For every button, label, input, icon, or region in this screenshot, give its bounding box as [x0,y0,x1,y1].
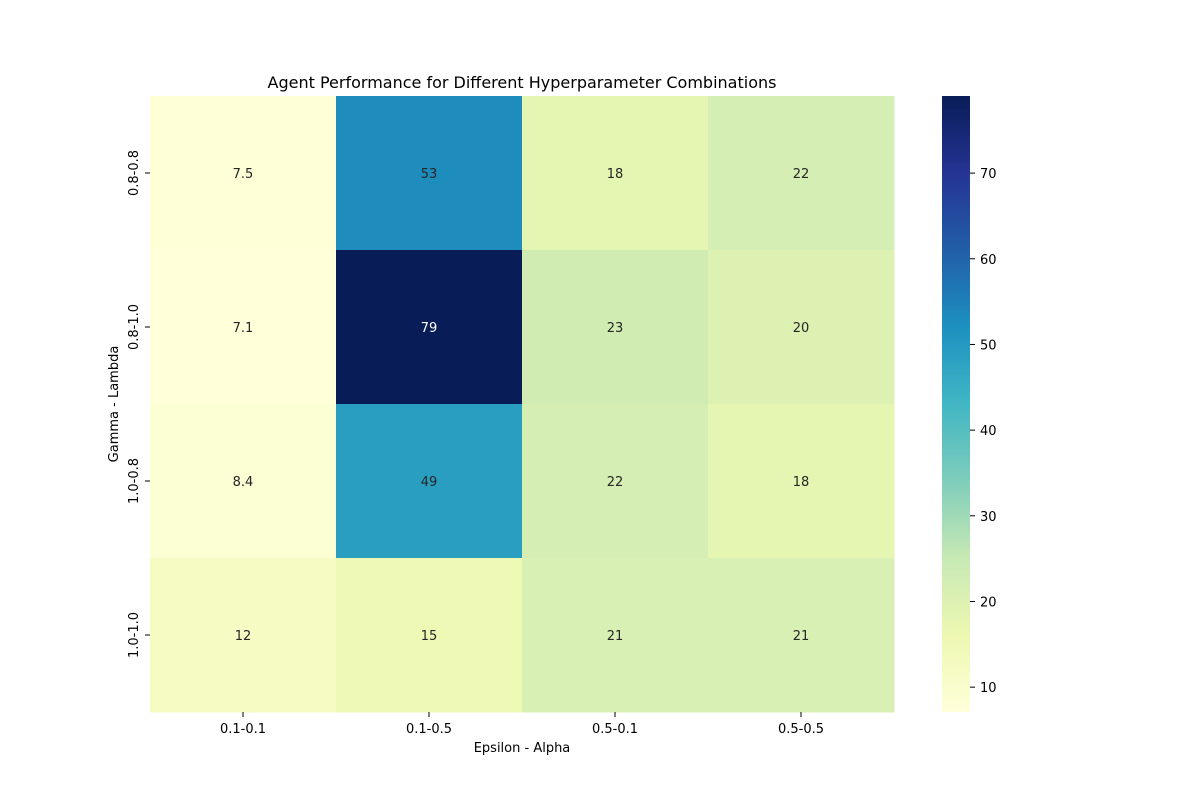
colorbar-tick-label: 20 [980,595,997,610]
cell-value-label: 15 [421,629,438,644]
heatmap-cell [150,250,337,405]
colorbar-ticks: 10 20 30 40 50 60 70 [970,167,997,696]
y-tick-label: 1.0-0.8 [127,458,142,504]
y-tick-label: 1.0-1.0 [127,612,142,658]
colorbar-gradient [942,96,970,712]
heatmap-cell [522,558,709,713]
cell-value-label: 22 [607,475,624,490]
heatmap-cell [336,96,523,251]
x-axis-ticks: 0.1-0.1 0.1-0.5 0.5-0.1 0.5-0.5 [220,712,824,737]
heatmap-cell [150,96,337,251]
cell-value-label: 12 [235,629,252,644]
heatmap-cells [150,96,895,713]
cell-value-label: 18 [793,475,810,490]
heatmap-cell [336,404,523,559]
x-tick-label: 0.5-0.5 [778,722,824,737]
chart-title: Agent Performance for Different Hyperpar… [268,73,777,92]
x-axis-label: Epsilon - Alpha [474,741,571,756]
cell-value-label: 53 [421,167,438,182]
heatmap-cell [336,558,523,713]
heatmap-cell [522,96,709,251]
cell-value-label: 21 [607,629,624,644]
colorbar: 10 20 30 40 50 60 70 [942,96,997,712]
colorbar-tick-label: 40 [980,424,997,439]
cell-value-label: 7.5 [233,167,254,182]
heatmap-cell [708,250,895,405]
colorbar-tick-label: 30 [980,510,997,525]
y-tick-label: 0.8-0.8 [127,150,142,196]
heatmap-cell [150,404,337,559]
x-tick-label: 0.5-0.1 [592,722,638,737]
heatmap-cell [708,96,895,251]
cell-value-label: 23 [607,321,624,336]
y-tick-label: 0.8-1.0 [127,304,142,350]
heatmap-cell [522,404,709,559]
cell-value-label: 8.4 [233,475,254,490]
cell-value-label: 21 [793,629,810,644]
heatmap-cell [336,250,523,405]
colorbar-tick-label: 70 [980,167,997,182]
cell-value-label: 20 [793,321,810,336]
heatmap-cell [150,558,337,713]
y-axis-ticks: 0.8-0.8 0.8-1.0 1.0-0.8 1.0-1.0 [127,150,150,658]
colorbar-tick-label: 50 [980,338,997,353]
cell-value-label: 79 [421,321,438,336]
cell-value-label: 49 [421,475,438,490]
colorbar-tick-label: 10 [980,681,997,696]
cell-value-label: 22 [793,167,810,182]
x-tick-label: 0.1-0.5 [406,722,452,737]
x-tick-label: 0.1-0.1 [220,722,266,737]
cell-value-label: 18 [607,167,624,182]
heatmap-cell [708,404,895,559]
heatmap-cell-labels: 7.5 53 18 22 7.1 79 23 20 8.4 49 22 18 12 15 21 21 [233,167,810,644]
heatmap-cell [708,558,895,713]
colorbar-tick-label: 60 [980,253,997,268]
y-axis-label: Gamma - Lambda [107,346,122,463]
cell-value-label: 7.1 [233,321,254,336]
heatmap-cell [522,250,709,405]
